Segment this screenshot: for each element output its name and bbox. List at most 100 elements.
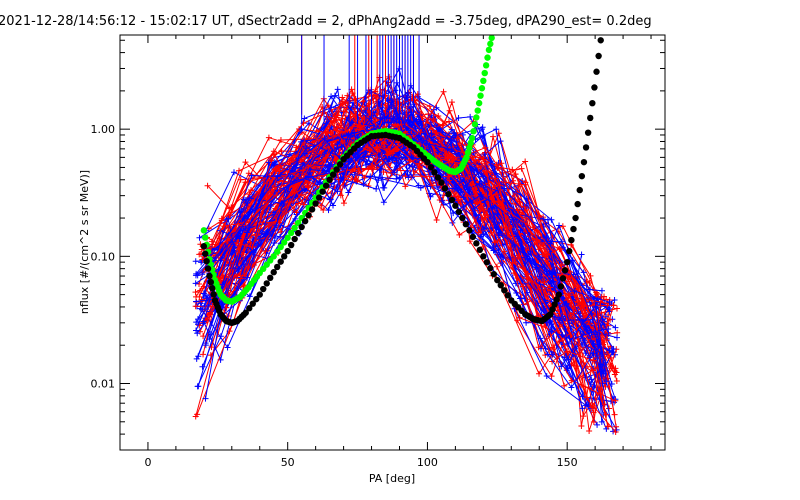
scan-point: [321, 135, 328, 142]
green-fit-point: [482, 62, 490, 69]
scan-point: [571, 288, 578, 295]
scan-point: [589, 367, 596, 374]
scan-point: [267, 203, 274, 210]
scan-point: [455, 115, 462, 122]
plot-area: [192, 35, 621, 435]
black-fit-point: [574, 200, 581, 208]
scan-point: [225, 215, 232, 222]
scan-point: [613, 369, 620, 376]
black-fit-point: [322, 182, 330, 189]
scan-point: [194, 330, 201, 337]
black-fit-point: [277, 258, 284, 265]
scan-line: [209, 95, 595, 306]
scan-point: [200, 333, 207, 340]
scan-point: [237, 275, 244, 282]
scan-point: [535, 344, 542, 351]
green-fit-point: [484, 54, 491, 61]
black-fit-point: [487, 265, 494, 272]
scan-point: [278, 147, 285, 154]
scan-point: [544, 351, 551, 358]
scan-point: [597, 361, 604, 368]
scan-point: [516, 252, 523, 259]
scan-point: [334, 188, 341, 195]
scan-point: [598, 287, 605, 294]
scan-point: [493, 161, 500, 168]
scan-point: [547, 280, 554, 287]
scan-point: [240, 251, 247, 258]
black-fit-point: [333, 166, 340, 173]
scan-point: [588, 329, 595, 336]
green-fit-point: [202, 234, 209, 241]
black-fit-point: [291, 235, 298, 243]
scan-point: [471, 205, 478, 212]
scan-point: [342, 164, 349, 171]
scan-point: [600, 370, 607, 377]
scan-point: [380, 199, 387, 206]
scan-line: [195, 90, 609, 427]
scan-point: [193, 319, 200, 326]
scan-point: [220, 223, 227, 230]
scan-point: [231, 169, 238, 176]
scan-point: [248, 172, 255, 179]
green-fit-point: [468, 134, 476, 142]
scan-point: [243, 229, 250, 236]
green-fit-point: [277, 243, 284, 251]
scan-point: [242, 219, 249, 226]
scan-point: [196, 234, 203, 241]
green-fit-point: [466, 144, 473, 151]
scan-point: [613, 305, 620, 312]
scan-point: [277, 137, 284, 144]
scan-point: [542, 352, 549, 359]
scan-point: [496, 182, 503, 189]
scan-point: [612, 397, 619, 404]
scan-point: [325, 207, 332, 214]
scan-point: [440, 88, 447, 95]
scan-point: [488, 161, 495, 168]
scan-point: [202, 342, 209, 349]
scan-point: [244, 274, 251, 281]
scan-point: [613, 423, 620, 430]
scan-line: [203, 113, 608, 336]
black-fit-point: [308, 206, 316, 213]
x-tick-label: 0: [144, 456, 151, 469]
scan-point: [345, 189, 352, 196]
scan-point: [482, 144, 489, 151]
black-fit-point: [431, 169, 438, 176]
scan-point: [603, 425, 610, 432]
scan-point: [352, 165, 359, 172]
scan-point: [439, 122, 446, 129]
scan-point: [428, 130, 435, 137]
black-fit-point: [551, 301, 558, 308]
scan-point: [547, 284, 554, 291]
scan-point: [599, 316, 606, 323]
scan-point: [339, 98, 346, 105]
black-fit-point: [563, 258, 571, 266]
green-fit-point: [284, 234, 291, 241]
scan-point: [603, 378, 610, 385]
scan-point: [561, 382, 568, 389]
black-fit-point: [459, 214, 466, 222]
scan-point: [445, 154, 452, 161]
scan-point: [196, 281, 203, 288]
scan-point: [432, 129, 439, 136]
scan-point: [192, 293, 199, 300]
scan-point: [476, 180, 483, 187]
x-tick-label: 50: [281, 456, 295, 469]
scan-point: [340, 200, 347, 207]
scan-point: [293, 209, 300, 216]
black-fit-point: [427, 164, 435, 171]
black-fit-point: [462, 221, 470, 228]
scan-point: [612, 324, 619, 331]
green-fit-point: [473, 114, 480, 121]
scan-point: [192, 258, 199, 265]
scan-point: [493, 224, 500, 231]
scan-point: [480, 154, 487, 161]
scan-point: [589, 316, 596, 323]
black-fit-point: [549, 306, 556, 313]
scan-point: [559, 223, 566, 230]
scan-point: [381, 184, 388, 191]
black-fit-point: [202, 250, 209, 257]
scan-point: [512, 171, 519, 178]
scan-point: [556, 338, 563, 345]
scan-point: [295, 200, 302, 207]
